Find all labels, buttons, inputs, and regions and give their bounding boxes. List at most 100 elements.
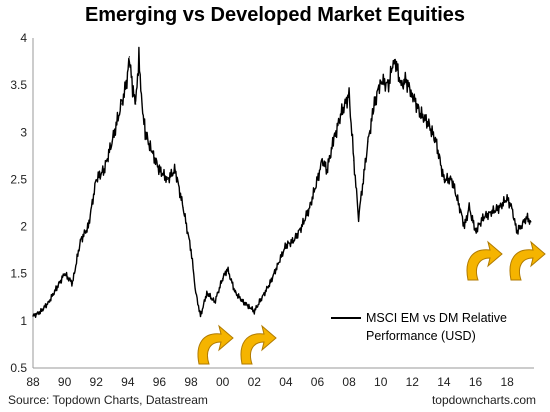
- x-tick-label: 96: [153, 375, 167, 389]
- x-tick-label: 92: [90, 375, 104, 389]
- data-point: [380, 79, 382, 82]
- x-tick-label: 02: [248, 375, 262, 389]
- y-tick-label: 1: [20, 314, 27, 328]
- data-point: [392, 60, 394, 63]
- x-tick-label: 06: [311, 375, 325, 389]
- x-tick-label: 94: [121, 375, 135, 389]
- data-point: [490, 211, 492, 214]
- data-point: [293, 240, 295, 242]
- curved-up-arrow-icon: [240, 324, 277, 365]
- data-point: [79, 240, 82, 242]
- data-point: [116, 122, 118, 124]
- legend-label-line2: Performance (USD): [366, 329, 476, 343]
- data-point: [206, 291, 208, 294]
- data-point: [511, 207, 513, 209]
- data-point: [32, 315, 34, 317]
- data-point: [166, 178, 168, 181]
- data-point: [103, 169, 105, 171]
- data-point: [506, 197, 508, 199]
- data-point: [362, 178, 364, 181]
- arrow-annotations: [197, 240, 546, 365]
- data-point: [226, 268, 228, 270]
- data-point: [451, 178, 453, 181]
- watermark: topdowncharts.com: [431, 393, 536, 407]
- data-point: [261, 296, 263, 298]
- y-tick-label: 3: [20, 125, 27, 139]
- x-tick-label: 18: [500, 375, 514, 389]
- x-tick-label: 16: [469, 375, 483, 389]
- data-point: [395, 65, 398, 67]
- data-point: [48, 301, 50, 303]
- data-point: [400, 84, 402, 86]
- x-tick-label: 90: [58, 375, 72, 389]
- data-point: [353, 159, 355, 162]
- source-note: Source: Topdown Charts, Datastream: [8, 393, 208, 407]
- data-point: [498, 207, 500, 209]
- x-tick-label: 08: [342, 375, 356, 389]
- data-point: [459, 207, 461, 209]
- data-point: [214, 301, 216, 303]
- data-point: [195, 291, 197, 294]
- y-tick-label: 0.5: [10, 361, 27, 375]
- data-point: [308, 207, 311, 209]
- data-point: [411, 93, 413, 96]
- data-point: [95, 178, 97, 181]
- data-point: [131, 89, 134, 91]
- data-point: [482, 216, 485, 218]
- data-point: [199, 315, 202, 317]
- series-group: [32, 46, 532, 318]
- curved-up-arrow-icon: [509, 240, 546, 281]
- data-point: [530, 221, 532, 223]
- x-tick-label: 98: [184, 375, 198, 389]
- data-point: [443, 178, 445, 181]
- data-point: [516, 230, 518, 232]
- data-point: [150, 150, 153, 152]
- series-line: [32, 46, 532, 318]
- y-tick-labels: 0.5 1 1.5 2 2.5 3 3.5 4: [10, 31, 27, 375]
- data-point: [253, 310, 255, 313]
- data-point: [120, 103, 123, 105]
- legend-label-line1: MSCI EM vs DM Relative: [366, 311, 507, 325]
- data-point: [321, 159, 323, 162]
- data-point: [56, 287, 58, 289]
- data-point: [141, 103, 143, 105]
- data-point: [316, 178, 319, 181]
- data-point: [182, 207, 184, 209]
- y-tick-label: 1.5: [10, 267, 27, 281]
- y-tick-label: 2: [20, 220, 27, 234]
- x-tick-label: 88: [26, 375, 40, 389]
- chart-title: Emerging vs Developed Market Equities: [84, 4, 466, 26]
- data-point: [71, 282, 74, 284]
- x-tick-label: 10: [374, 375, 388, 389]
- legend: MSCI EM vs DM Relative Performance (USD): [331, 311, 507, 343]
- data-point: [525, 216, 527, 218]
- data-point: [468, 207, 470, 209]
- data-point: [190, 249, 192, 251]
- data-point: [387, 84, 390, 86]
- x-tick-label: 00: [216, 375, 230, 389]
- data-point: [435, 141, 437, 143]
- data-point: [125, 84, 127, 86]
- data-point: [373, 103, 375, 105]
- data-point: [277, 263, 279, 265]
- data-point: [222, 277, 224, 280]
- curved-up-arrow-icon: [466, 240, 503, 281]
- data-point: [405, 79, 407, 82]
- data-point: [285, 244, 287, 247]
- y-tick-label: 4: [20, 31, 27, 45]
- x-tick-labels: 88 90 92 94 96 98 00 02 04 06 08 10 12 14 16 18: [26, 375, 514, 389]
- x-tick-label: 12: [406, 375, 420, 389]
- data-point: [474, 230, 477, 232]
- data-point: [357, 216, 360, 218]
- data-point: [340, 112, 342, 115]
- data-point: [301, 225, 303, 228]
- data-point: [248, 306, 251, 308]
- data-point: [326, 169, 328, 171]
- data-point: [242, 301, 244, 303]
- data-point: [64, 273, 66, 275]
- data-point: [269, 282, 271, 284]
- data-point: [174, 169, 176, 171]
- data-point: [40, 310, 42, 313]
- x-tick-label: 14: [437, 375, 451, 389]
